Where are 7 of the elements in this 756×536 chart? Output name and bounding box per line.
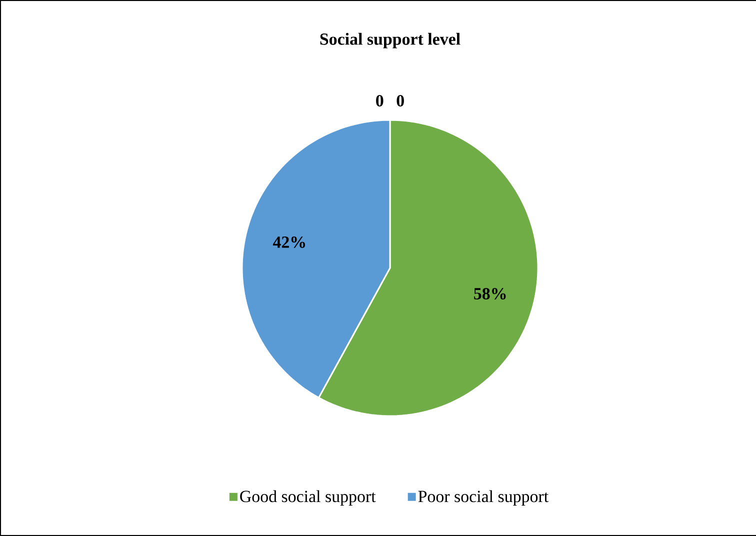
data-label: 42% [272, 236, 306, 248]
text: 0 [396, 95, 404, 106]
legend-label: Good social support [240, 490, 376, 506]
chart-title: Social support level [320, 32, 460, 48]
text: 0 [376, 95, 384, 106]
data-label: 58% [474, 288, 506, 300]
legend-label: Poor social support [418, 490, 548, 506]
